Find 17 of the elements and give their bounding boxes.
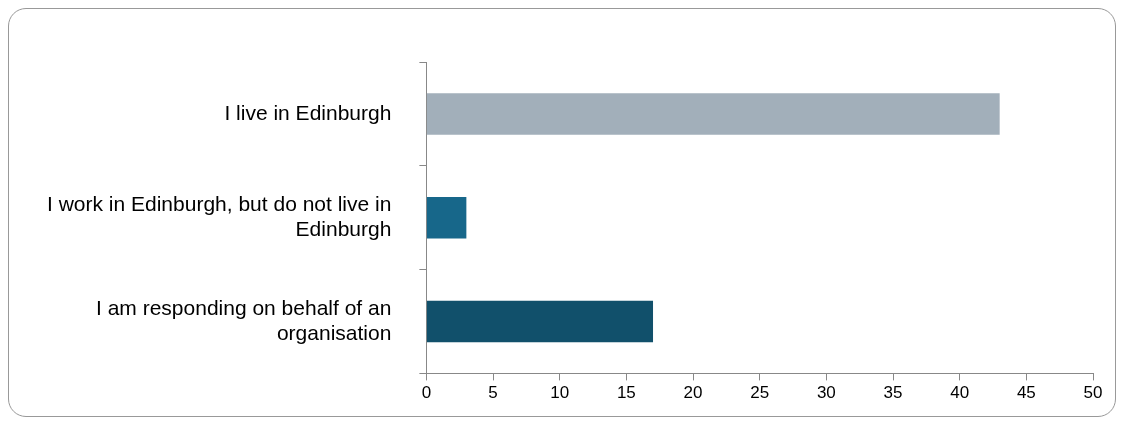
y-tick-label: I work in Edinburgh, but do not live in Edinburgh (46, 192, 392, 241)
x-tick-label: 45 (1016, 383, 1036, 403)
x-tick-label: 35 (883, 383, 903, 403)
bar (426, 197, 467, 239)
x-tick-label: 50 (1083, 383, 1103, 403)
y-tick-label: I am responding on behalf of an organisation (95, 295, 392, 344)
x-tick-label: 0 (421, 383, 432, 403)
bar (426, 300, 654, 343)
x-tick-label: 20 (683, 383, 703, 403)
x-tick-label: 40 (950, 383, 970, 403)
x-tick-label: 30 (816, 383, 836, 403)
x-tick-label: 25 (750, 383, 770, 403)
x-tick-label: 10 (550, 383, 570, 403)
y-tick-label: I live in Edinburgh (224, 100, 392, 124)
bar (426, 93, 1000, 135)
x-tick-label: 5 (488, 383, 498, 403)
x-tick-label: 15 (616, 383, 636, 403)
